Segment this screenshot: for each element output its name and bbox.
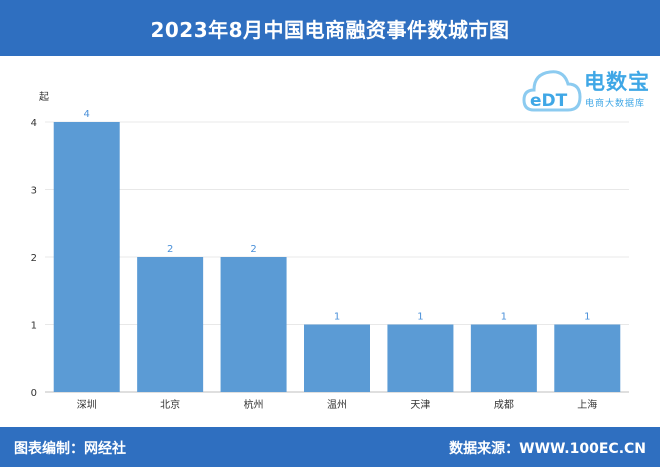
y-tick-label: 2 bbox=[31, 253, 37, 264]
y-tick-label: 3 bbox=[31, 186, 37, 197]
bar bbox=[387, 324, 454, 392]
y-tick-label: 0 bbox=[31, 388, 37, 399]
footer-editor: 图表编制：网经社 bbox=[14, 441, 126, 457]
x-category-label: 北京 bbox=[160, 398, 180, 411]
x-category-label: 成都 bbox=[494, 399, 514, 411]
bar bbox=[137, 257, 204, 392]
logo-badge-text: eDT bbox=[530, 91, 568, 111]
y-tick-label: 1 bbox=[31, 321, 37, 332]
bar-value-label: 1 bbox=[417, 312, 423, 323]
bar bbox=[304, 324, 370, 392]
bar bbox=[554, 324, 621, 392]
cloud-logo-icon: eDT bbox=[522, 70, 582, 112]
bar-value-label: 1 bbox=[501, 312, 507, 323]
bar bbox=[220, 257, 287, 392]
bar-value-label: 2 bbox=[167, 244, 173, 255]
bar bbox=[53, 122, 120, 392]
footer-source: 数据来源：WWW.100EC.CN bbox=[449, 441, 646, 457]
logo-name: 电数宝 bbox=[584, 70, 650, 94]
x-category-label: 天津 bbox=[410, 399, 430, 411]
bar-value-label: 4 bbox=[84, 109, 90, 120]
bar-value-label: 1 bbox=[334, 312, 340, 323]
x-category-label: 温州 bbox=[327, 399, 347, 411]
footer: 图表编制：网经社 数据来源：WWW.100EC.CN bbox=[0, 427, 660, 467]
y-axis-unit-label: 起 bbox=[39, 91, 49, 103]
chart-title: 2023年8月中国电商融资事件数城市图 bbox=[0, 0, 660, 56]
bar bbox=[470, 324, 537, 392]
bar-value-label: 2 bbox=[250, 244, 256, 255]
x-category-label: 上海 bbox=[577, 398, 597, 411]
x-category-label: 杭州 bbox=[244, 398, 264, 411]
x-category-label: 深圳 bbox=[77, 399, 97, 411]
y-tick-label: 4 bbox=[31, 118, 37, 129]
logo-subtitle: 电商大数据库 bbox=[585, 99, 646, 109]
logo: eDT 电数宝 电商大数据库 bbox=[522, 60, 652, 120]
bar-value-label: 1 bbox=[584, 312, 590, 323]
